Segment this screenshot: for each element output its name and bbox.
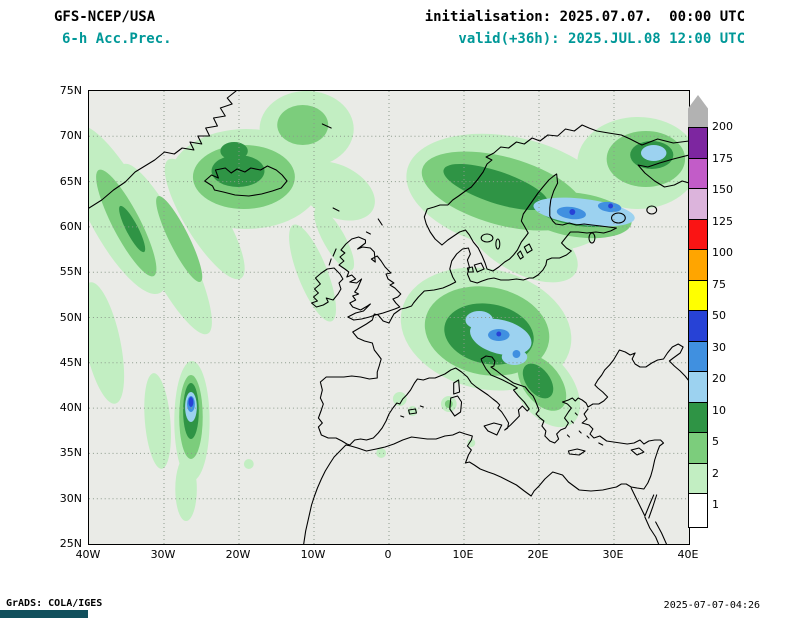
- lat-tick-label: 75N: [59, 84, 82, 97]
- colorbar-segment: [688, 310, 708, 342]
- coastline-iceland: [204, 165, 288, 197]
- lat-tick-label: 30N: [59, 491, 82, 505]
- lakes: [480, 205, 658, 250]
- colorbar-label: 75: [712, 277, 726, 291]
- lon-tick-label: 40W: [75, 548, 101, 561]
- coastline-kola-white-sea: [637, 154, 689, 188]
- colorbar-label: 125: [712, 214, 733, 228]
- colorbar-label: 5: [712, 435, 719, 448]
- colorbar-label: 200: [712, 120, 733, 133]
- coastline-faroes: [332, 207, 340, 212]
- coastline-mainland-europe: [317, 124, 689, 446]
- coastline-red-sea: [630, 487, 667, 544]
- coastline-med-islands: [400, 379, 645, 456]
- coastline-denmark-islands: [466, 262, 485, 273]
- colorbar-segment: [688, 157, 708, 189]
- map-plot: [88, 90, 690, 545]
- footer-bar: [0, 610, 88, 618]
- coastlines: [89, 91, 689, 544]
- lon-tick-label: 30W: [150, 548, 176, 561]
- lon-tick-label: 10W: [300, 548, 326, 561]
- colorbar: [688, 95, 708, 528]
- colorbar-label: 30: [712, 340, 726, 354]
- colorbar-segment: [688, 493, 708, 528]
- lat-tick-label: 60N: [59, 219, 82, 233]
- coastline-shetland: [365, 218, 383, 235]
- coastline-aegean-islands: [566, 412, 590, 439]
- colorbar-segment: [688, 401, 708, 433]
- lon-tick-label: 20W: [225, 548, 251, 561]
- colorbar-segment: [688, 188, 708, 220]
- lat-tick-label: 55N: [59, 265, 82, 279]
- valid-time: valid(+36h): 2025.JUL.08 12:00 UTC: [458, 31, 745, 47]
- coastline-turkey-levant-africa: [303, 408, 665, 544]
- lon-tick-label: 10E: [452, 548, 474, 561]
- colorbar-segment: [688, 340, 708, 372]
- colorbar-label: 175: [712, 151, 733, 165]
- colorbar-label: 150: [712, 183, 733, 196]
- colorbar-label: 1: [712, 498, 719, 511]
- lon-tick-label: 0: [384, 548, 392, 561]
- lat-tick-label: 40N: [59, 401, 82, 415]
- coastline-greenland: [89, 91, 237, 209]
- precip-shading-dark-blue: [188, 203, 614, 407]
- generation-timestamp: 2025-07-07-04:26: [663, 600, 760, 611]
- colorbar-segment: [688, 462, 708, 494]
- lat-tick-label: 35N: [59, 446, 82, 460]
- coastline-baltic-islands: [516, 243, 533, 260]
- coastline-ireland: [311, 267, 344, 308]
- lat-tick-label: 45N: [59, 355, 82, 369]
- lat-tick-label: 65N: [59, 174, 82, 188]
- map-svg: [89, 91, 689, 544]
- colorbar-segment: [688, 127, 708, 159]
- colorbar-segment: [688, 432, 708, 464]
- colorbar-label: 100: [712, 246, 733, 259]
- coastline-jan-mayen: [321, 123, 332, 129]
- colorbar-segment: [688, 279, 708, 311]
- colorbar-label: 10: [712, 403, 726, 417]
- grads-credit: GrADS: COLA/IGES: [6, 598, 103, 609]
- colorbar-segment: [688, 249, 708, 281]
- lon-tick-label: 30E: [602, 548, 624, 561]
- field-title: 6-h Acc.Prec.: [62, 31, 172, 47]
- lat-tick-label: 50N: [59, 310, 82, 324]
- colorbar-segment: [688, 218, 708, 250]
- lon-tick-label: 20E: [527, 548, 549, 561]
- lon-tick-label: 40E: [677, 548, 699, 561]
- lat-tick-label: 70N: [59, 129, 82, 143]
- colorbar-label: 20: [712, 372, 726, 385]
- init-time: initialisation: 2025.07.07. 00:00 UTC: [424, 9, 745, 25]
- colorbar-segment: [688, 95, 708, 127]
- coastline-britain: [338, 236, 402, 321]
- coastline-hebrides: [328, 248, 337, 266]
- colorbar-segment: [688, 371, 708, 403]
- colorbar-label: 2: [712, 466, 719, 480]
- colorbar-label: 50: [712, 309, 726, 322]
- model-title: GFS-NCEP/USA: [54, 9, 156, 25]
- lat-tick-label: 25N: [59, 537, 82, 550]
